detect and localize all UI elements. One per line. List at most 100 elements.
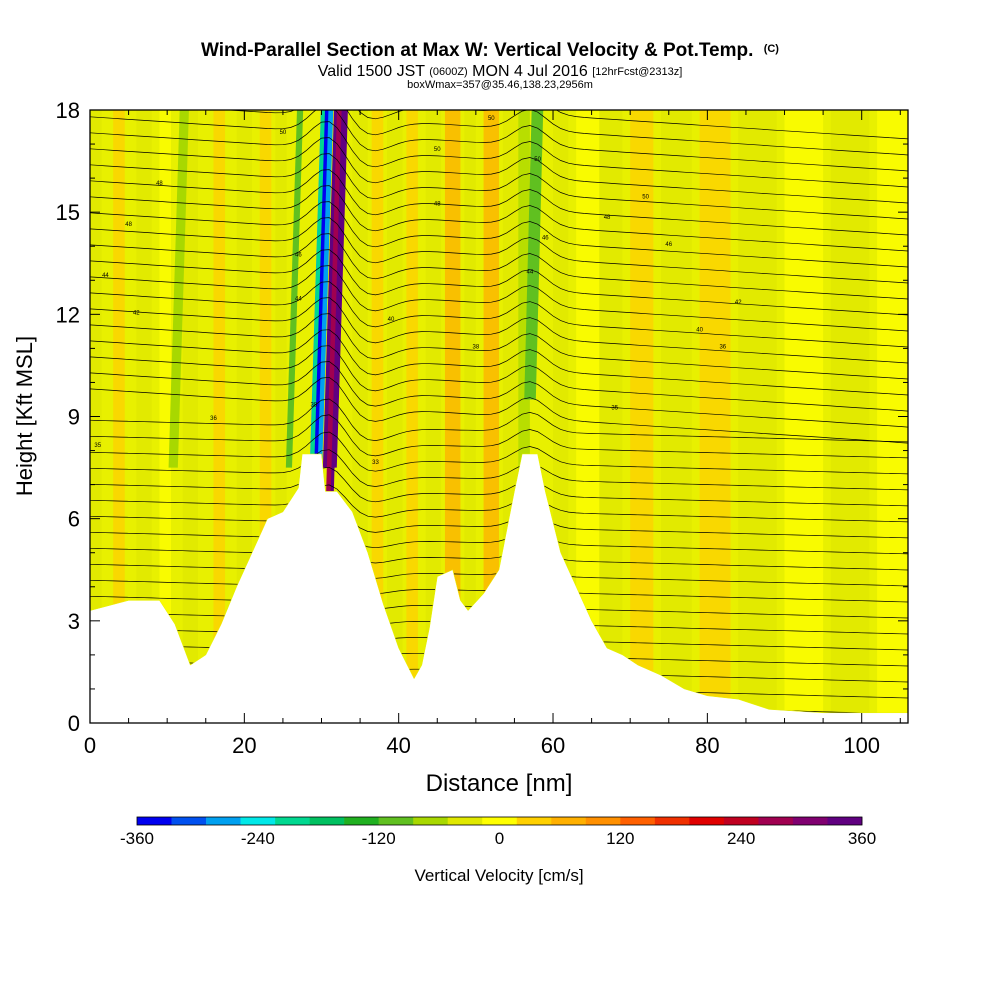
y-tick-label: 18 xyxy=(56,98,80,123)
velocity-stripe xyxy=(699,110,731,723)
theta-contour-label: 35 xyxy=(611,406,618,412)
colorbar-label: Vertical Velocity [cm/s] xyxy=(414,866,583,885)
velocity-core xyxy=(330,110,345,492)
theta-contour xyxy=(90,376,908,444)
theta-contour xyxy=(90,466,908,507)
colorbar-swatch xyxy=(309,817,345,825)
colorbar-tick-label: -120 xyxy=(362,829,396,848)
velocity-stripe xyxy=(213,110,226,723)
theta-contour xyxy=(90,414,908,459)
theta-contour-label: 38 xyxy=(310,402,317,408)
theta-contour-label: 50 xyxy=(534,157,541,163)
colorbar-swatch xyxy=(344,817,379,825)
colorbar-swatch xyxy=(551,817,587,825)
theta-contour xyxy=(90,484,908,523)
theta-contour-label: 44 xyxy=(295,297,302,303)
velocity-core xyxy=(326,110,344,492)
velocity-stripe xyxy=(444,110,461,723)
theta-contour-label: 44 xyxy=(527,269,534,275)
theta-contour-label: 50 xyxy=(642,195,649,201)
theta-contour xyxy=(90,281,908,348)
subtitle-fcst: [12hrFcst@2313z] xyxy=(592,66,682,78)
y-tick-label: 15 xyxy=(56,200,80,225)
theta-contour-label: 46 xyxy=(295,252,302,258)
colorbar: -360 -240 -120 0 120 240 360 xyxy=(120,816,876,848)
colorbar-tick-label: 240 xyxy=(727,829,755,848)
theta-contour xyxy=(90,449,908,491)
theta-contour-label: 48 xyxy=(125,222,132,228)
velocity-stripe xyxy=(576,110,600,723)
theta-contour-label: 40 xyxy=(696,327,703,333)
x-tick-label: 60 xyxy=(541,733,565,758)
colorbar-swatch xyxy=(516,817,552,825)
chart-subtitle: Valid 1500 JST (0600Z) MON 4 Jul 2016 [1… xyxy=(318,62,683,80)
y-tick-label: 3 xyxy=(68,609,80,634)
y-tick-label: 9 xyxy=(68,405,80,430)
colorbar-swatch xyxy=(413,817,449,825)
velocity-stripe xyxy=(259,110,272,723)
theta-contour xyxy=(90,137,908,204)
colorbar-swatch xyxy=(447,817,483,825)
theta-contour-label: 42 xyxy=(133,310,140,316)
y-axis-label: Height [Kft MSL] xyxy=(12,336,37,496)
theta-contour-label: 48 xyxy=(156,181,163,187)
theta-contour xyxy=(90,121,908,188)
theta-contour-label: 50 xyxy=(488,116,495,122)
theta-contour xyxy=(357,110,908,140)
title-suffix: (C) xyxy=(764,43,780,55)
colorbar-swatch xyxy=(654,817,690,825)
theta-contour xyxy=(90,313,908,380)
colorbar-tick-label: -240 xyxy=(241,829,275,848)
velocity-stripe xyxy=(518,110,530,723)
velocity-band xyxy=(285,110,304,468)
y-tick-label: 6 xyxy=(68,507,80,532)
velocity-stripe xyxy=(371,110,384,723)
colorbar-swatch xyxy=(240,817,276,825)
colorbar-swatch xyxy=(620,817,656,825)
theta-contour xyxy=(90,519,908,555)
subtitle-valid: Valid 1500 JST xyxy=(318,63,426,80)
theta-contour xyxy=(90,537,908,571)
colorbar-swatch xyxy=(171,817,207,825)
x-axis: 0 20 40 60 80 100 xyxy=(84,110,901,758)
theta-contour-label: 48 xyxy=(604,215,611,221)
velocity-stripe xyxy=(483,110,499,723)
velocity-stripe xyxy=(182,110,199,723)
colorbar-swatch xyxy=(792,817,828,825)
colorbar-swatch xyxy=(137,817,172,825)
theta-contour xyxy=(90,233,908,300)
colorbar-frame xyxy=(136,816,863,826)
velocity-stripe xyxy=(113,110,125,723)
colorbar-swatch xyxy=(206,817,241,825)
theta-contour xyxy=(90,153,908,220)
theta-contour-label: 40 xyxy=(388,317,395,323)
theta-contour-label: 42 xyxy=(735,300,742,306)
terrain-outline xyxy=(90,453,908,714)
velocity-stripe xyxy=(630,110,654,723)
colorbar-swatch xyxy=(482,817,518,825)
theta-contour-label: 46 xyxy=(665,242,672,248)
theta-contour xyxy=(90,398,908,443)
colorbar-tick-label: -360 xyxy=(120,829,154,848)
theta-contour-label: 50 xyxy=(280,130,287,136)
theta-contour xyxy=(90,217,908,284)
y-tick-label: 12 xyxy=(56,302,80,327)
subtitle-utc: (0600Z) xyxy=(429,66,468,78)
theta-contour xyxy=(90,110,908,172)
colorbar-swatch xyxy=(585,817,621,825)
velocity-stripe xyxy=(136,110,152,723)
velocity-stripe xyxy=(425,110,442,723)
x-tick-label: 40 xyxy=(386,733,410,758)
y-axis: 0 3 6 9 12 15 18 xyxy=(56,98,908,736)
plot-area: 50 50 50 50 50 48 48 48 48 46 46 46 44 44 44 42 42 40 40 38… xyxy=(90,110,908,723)
theta-contour xyxy=(90,201,908,268)
velocity-stripe xyxy=(275,110,287,723)
theta-contour-label: 38 xyxy=(473,344,480,350)
colorbar-swatch xyxy=(275,817,310,825)
y-tick-label: 0 xyxy=(68,711,80,736)
velocity-stripe xyxy=(830,110,870,723)
theta-contour-label: 50 xyxy=(434,147,441,153)
velocity-stripe xyxy=(599,110,623,723)
theta-contour xyxy=(90,329,908,396)
